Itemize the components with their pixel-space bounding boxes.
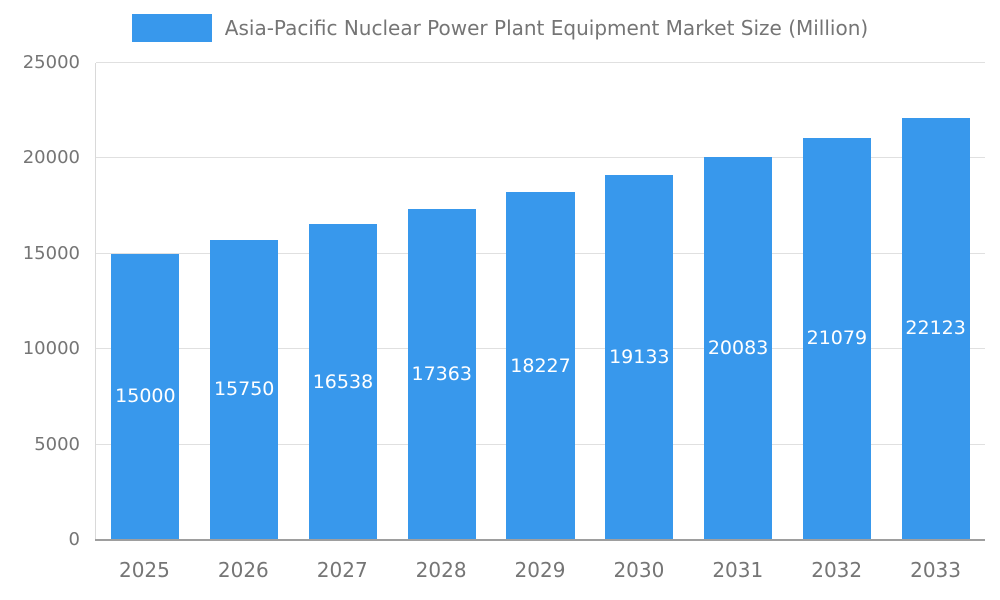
x-tick-label-2028: 2028: [415, 558, 467, 582]
bar-value-label: 22123: [905, 317, 966, 340]
chart-title: Asia-Pacific Nuclear Power Plant Equipme…: [224, 16, 869, 40]
bar-value-label: 20083: [707, 336, 769, 359]
bar-slot: 18227: [491, 63, 590, 540]
bar-2029: 18227: [506, 192, 575, 540]
x-tick-label-2030: 2030: [613, 558, 665, 582]
x-tick-label-2032: 2032: [811, 558, 863, 582]
x-tick-label-2029: 2029: [514, 558, 566, 582]
bar-value-label: 16538: [312, 370, 374, 393]
bar-2027: 16538: [308, 224, 378, 540]
bar-value-label: 17363: [411, 362, 472, 385]
x-tick-label-2025: 2025: [118, 558, 170, 582]
bars-container: 15000 15750 16538 17363 18227 19133 20083 21079…: [96, 63, 985, 540]
y-tick-label: 15000: [22, 242, 80, 264]
y-tick-label: 25000: [22, 52, 80, 73]
bar-slot: 17363: [392, 63, 491, 540]
y-tick-label: 5000: [34, 433, 80, 455]
bar-slot: 15750: [195, 63, 294, 540]
bar-slot: 22123: [886, 63, 985, 540]
x-tick-label-2033: 2033: [910, 558, 962, 582]
bar-value-label: 21079: [806, 327, 868, 350]
bar-slot: 19133: [590, 63, 689, 540]
bar-2033: 22123: [901, 117, 970, 540]
x-tick-label-2031: 2031: [712, 558, 764, 582]
bar-value-label: 18227: [510, 354, 571, 377]
x-tick-label-2027: 2027: [316, 558, 368, 582]
y-tick-label: 20000: [22, 147, 80, 169]
x-tick-label-2026: 2026: [217, 558, 269, 582]
bar-2028: 17363: [407, 208, 476, 540]
bar-slot: 16538: [294, 63, 393, 540]
gridline: [96, 157, 985, 159]
bar-2031: 20083: [704, 156, 773, 540]
bar-value-label: 15750: [213, 378, 275, 401]
bar-slot: 20083: [689, 63, 788, 540]
bar-2030: 19133: [605, 174, 674, 540]
y-tick-label: 0: [68, 529, 80, 550]
bar-2026: 15750: [210, 239, 279, 540]
bar-value-label: 19133: [609, 345, 670, 368]
x-axis-line: [95, 539, 985, 541]
plot-area: 15000 15750 16538 17363 18227 19133 20083 21079…: [95, 62, 985, 541]
bar-slot: 15000: [96, 63, 195, 540]
bar-value-label: 15000: [115, 385, 176, 408]
bar-2025: 15000: [111, 253, 180, 540]
bar-2032: 21079: [802, 137, 871, 540]
y-axis: 0 5000 10000 15000 20000 25000: [0, 54, 86, 549]
y-tick-label: 10000: [22, 338, 80, 360]
bar-slot: 21079: [787, 63, 886, 540]
x-axis: 2025 2026 2027 2028 2029 2030 2031 2032 2033: [95, 558, 985, 582]
gridline: [96, 62, 985, 63]
legend: Asia-Pacific Nuclear Power Plant Equipme…: [0, 14, 1000, 42]
legend-swatch: [131, 14, 212, 42]
